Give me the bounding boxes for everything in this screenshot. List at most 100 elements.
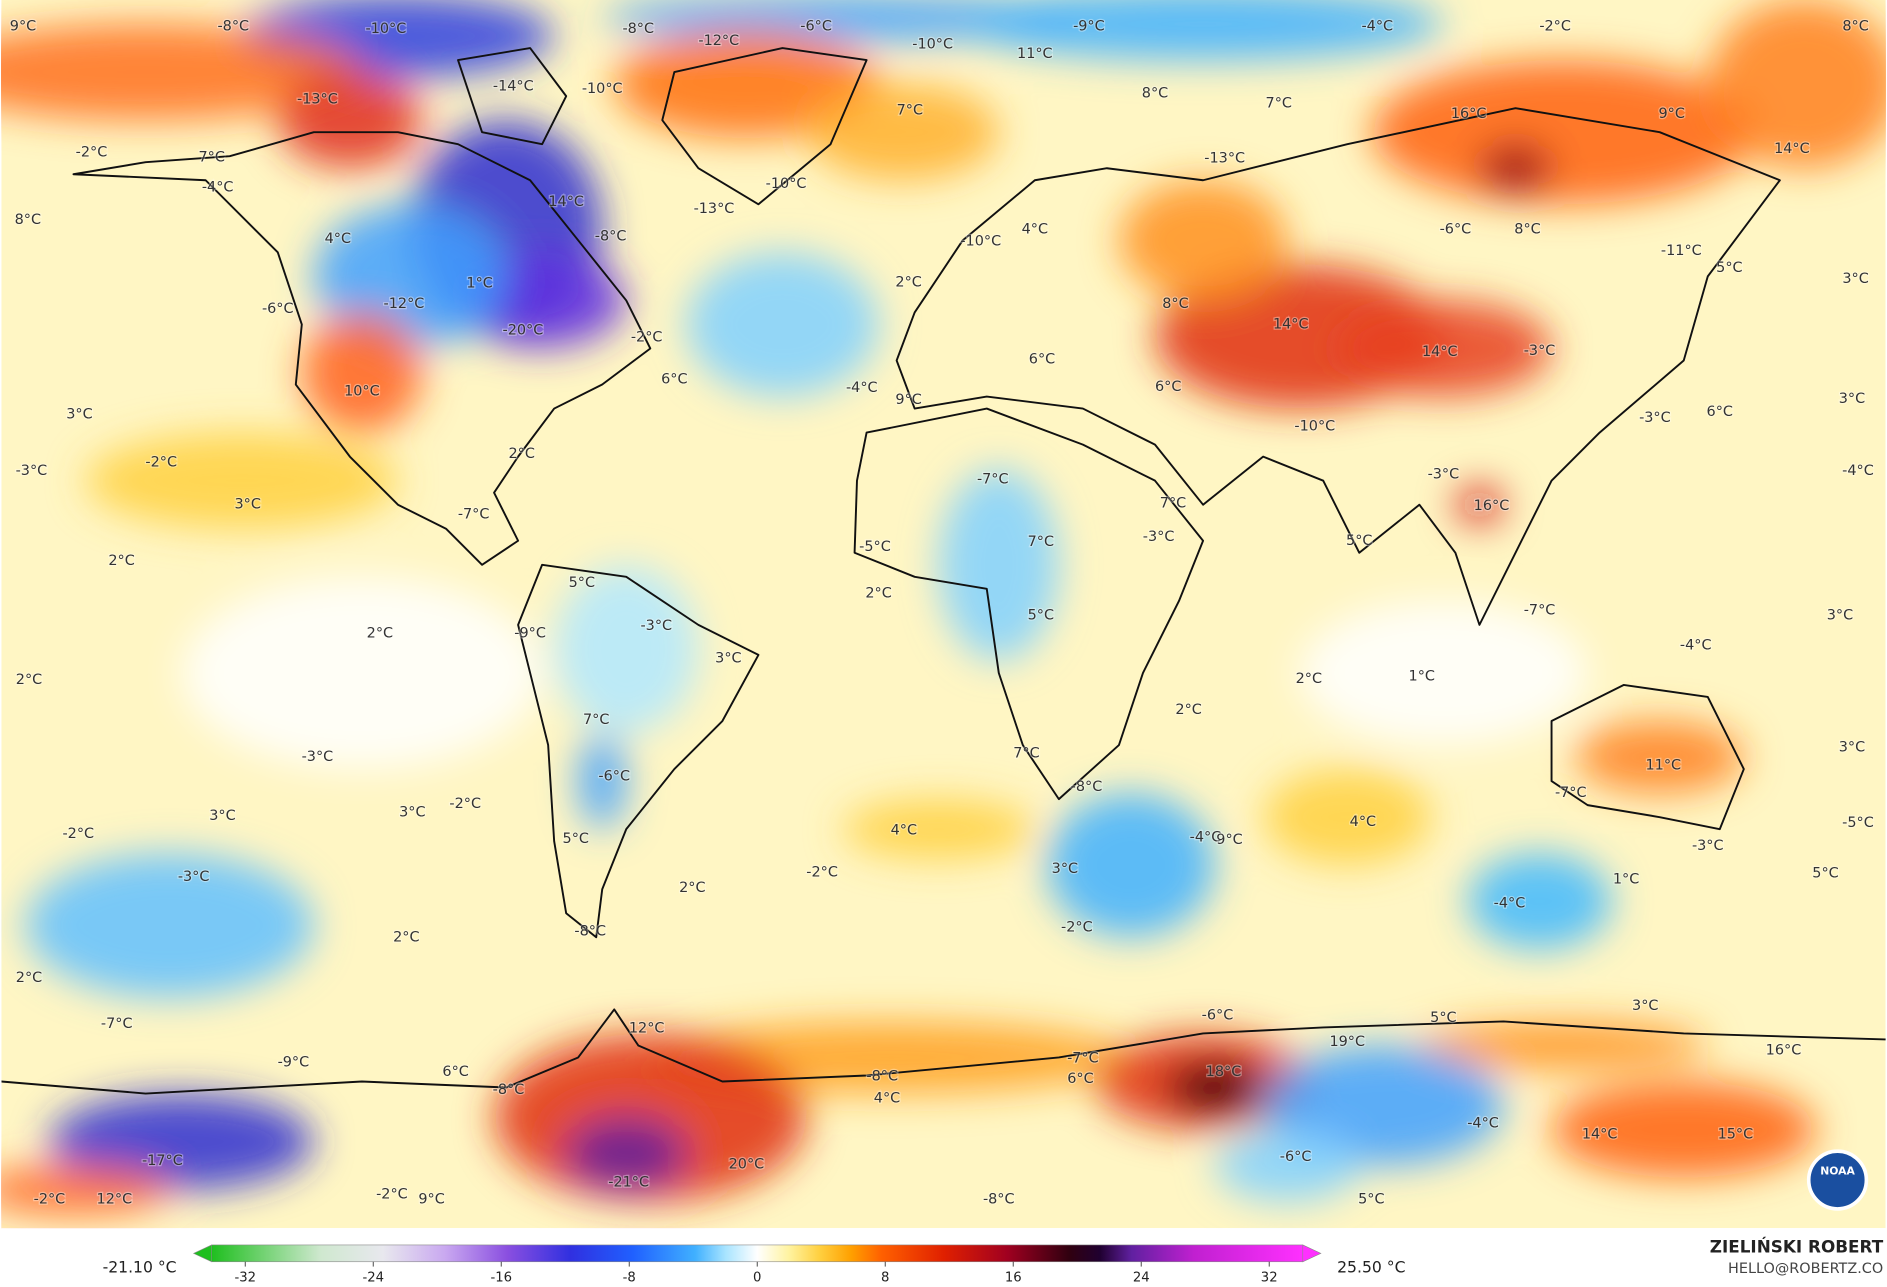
temperature-label: 19°C bbox=[1329, 1034, 1365, 1050]
colorbar-min-arrow bbox=[192, 1244, 212, 1263]
temperature-label: 8°C bbox=[15, 212, 41, 228]
temperature-label: -8°C bbox=[1071, 779, 1103, 795]
temperature-label: -14°C bbox=[493, 79, 534, 95]
temperature-label: -20°C bbox=[503, 322, 544, 338]
temperature-label: 3°C bbox=[209, 808, 235, 824]
temperature-label: 4°C bbox=[891, 822, 917, 838]
anomaly-blob bbox=[49, 1093, 314, 1190]
temperature-label: 1°C bbox=[1613, 872, 1639, 888]
temperature-label: 2°C bbox=[895, 274, 921, 290]
temperature-label: 14°C bbox=[548, 194, 584, 210]
temperature-label: -2°C bbox=[1539, 18, 1571, 34]
temperature-label: -6°C bbox=[262, 301, 294, 317]
anomaly-blob bbox=[1467, 853, 1612, 950]
temperature-label: 6°C bbox=[661, 372, 687, 388]
temperature-label: 2°C bbox=[367, 625, 393, 641]
temperature-label: 4°C bbox=[325, 231, 351, 247]
temperature-label: 11°C bbox=[1017, 46, 1053, 62]
temperature-label: 5°C bbox=[1430, 1010, 1456, 1026]
temperature-label: -6°C bbox=[1280, 1149, 1312, 1165]
temperature-labels: 9°C -8°C -10°C -8°C -6°C -10°C -9°C -4°C -2°C 8°C… bbox=[9, 17, 1875, 1208]
anomaly-blob bbox=[938, 468, 1059, 661]
temperature-label: -7°C bbox=[1067, 1051, 1099, 1067]
temperature-label: 11°C bbox=[1646, 757, 1682, 773]
temperature-label: -3°C bbox=[1639, 410, 1671, 426]
noaa-logo: NOAA bbox=[1806, 1149, 1869, 1211]
colorbar-tick-label: 8 bbox=[881, 1270, 889, 1285]
temperature-label: 7°C bbox=[1160, 496, 1186, 512]
anomaly-blob bbox=[1371, 60, 1756, 205]
temperature-label: -8°C bbox=[595, 229, 627, 245]
colorbar-tick-label: 24 bbox=[1133, 1270, 1150, 1285]
colorbar: -21.10 °C 25.50 °C -32 -24 -16 -8 0 8 16 24 32 bbox=[103, 1244, 1406, 1285]
colorbar-tick-label: -16 bbox=[490, 1270, 512, 1285]
email: HELLO@ROBERTZ.CO bbox=[1728, 1261, 1883, 1277]
temperature-label: -6°C bbox=[598, 768, 630, 784]
anomaly-blob bbox=[1167, 1063, 1264, 1112]
temperature-label: 16°C bbox=[1474, 498, 1510, 514]
min-value: -21.10 °C bbox=[103, 1258, 177, 1276]
temperature-label: 5°C bbox=[563, 831, 589, 847]
anomaly-blob bbox=[1118, 180, 1288, 301]
logo-text: NOAA bbox=[1820, 1165, 1855, 1178]
temperature-label: -3°C bbox=[1692, 838, 1724, 854]
temperature-label: -9°C bbox=[278, 1054, 310, 1070]
temperature-label: -10°C bbox=[1294, 419, 1335, 435]
anomaly-blob bbox=[1707, 0, 1886, 169]
anomaly-blob bbox=[1479, 144, 1552, 193]
temperature-label: -4°C bbox=[202, 179, 234, 195]
temperature-label: 5°C bbox=[1346, 533, 1372, 549]
temperature-label: 9°C bbox=[1216, 832, 1242, 848]
anomaly-blob bbox=[1419, 1021, 1708, 1070]
temperature-label: 2°C bbox=[108, 553, 134, 569]
colorbar-tick-label: 32 bbox=[1261, 1270, 1278, 1285]
anomaly-blob bbox=[181, 576, 543, 770]
colorbar-tick-label: -8 bbox=[623, 1270, 636, 1285]
max-value: 25.50 °C bbox=[1337, 1258, 1405, 1276]
anomaly-blob bbox=[554, 564, 699, 734]
coastlines bbox=[1, 47, 1886, 1095]
temperature-label: 2°C bbox=[508, 446, 534, 462]
temperature-label: -2°C bbox=[631, 330, 663, 346]
anomaly-blob bbox=[1299, 600, 1588, 746]
temperature-label: -7°C bbox=[458, 506, 490, 522]
temperature-label: -12°C bbox=[384, 296, 425, 312]
temperature-label: 8°C bbox=[1842, 18, 1868, 34]
anomaly-blob bbox=[1575, 721, 1744, 794]
temperature-label: 9°C bbox=[1658, 106, 1684, 122]
temperature-label: 4°C bbox=[874, 1090, 900, 1106]
temperature-label: -13°C bbox=[694, 201, 735, 217]
logo-circle bbox=[1806, 1149, 1869, 1211]
temperature-label: 9°C bbox=[895, 392, 921, 408]
temperature-label: 3°C bbox=[399, 804, 425, 820]
temperature-label: 3°C bbox=[715, 651, 741, 667]
temperature-label: 12°C bbox=[97, 1191, 133, 1207]
temperature-label: -4°C bbox=[1842, 463, 1874, 479]
temperature-label: 14°C bbox=[1582, 1126, 1618, 1142]
temperature-label: 2°C bbox=[1175, 702, 1201, 718]
anomaly-blob bbox=[1455, 486, 1504, 523]
colorbar-max-arrow bbox=[1302, 1244, 1322, 1263]
map: 9°C -8°C -10°C -8°C -6°C -10°C -9°C -4°C -2°C 8°C… bbox=[1, 0, 1886, 1229]
temperature-label: -2°C bbox=[76, 145, 108, 161]
temperature-label: -2°C bbox=[34, 1191, 66, 1207]
anomaly-blob bbox=[1046, 793, 1216, 938]
temperature-label: 16°C bbox=[1766, 1042, 1802, 1058]
temperature-label: -5°C bbox=[1842, 815, 1874, 831]
author: ZIELIŃSKI ROBERT bbox=[1710, 1235, 1884, 1256]
temperature-label: -3°C bbox=[302, 749, 334, 765]
temperature-label: -2°C bbox=[806, 864, 838, 880]
temperature-label: -3°C bbox=[1143, 529, 1175, 545]
colorbar-tick-label: 0 bbox=[753, 1270, 761, 1285]
temperature-label: -2°C bbox=[145, 455, 177, 471]
temperature-label: -8°C bbox=[622, 21, 654, 37]
temperature-label: 9°C bbox=[10, 18, 36, 34]
temperature-label: -8°C bbox=[217, 18, 249, 34]
temperature-label: 2°C bbox=[1296, 671, 1322, 687]
temperature-label: 12°C bbox=[629, 1021, 665, 1037]
temperature-label: 7°C bbox=[583, 712, 609, 728]
temperature-label: -2°C bbox=[449, 796, 481, 812]
temperature-label: 6°C bbox=[442, 1064, 468, 1080]
anomaly-blob bbox=[85, 432, 398, 529]
temperature-label: 3°C bbox=[1827, 607, 1853, 623]
